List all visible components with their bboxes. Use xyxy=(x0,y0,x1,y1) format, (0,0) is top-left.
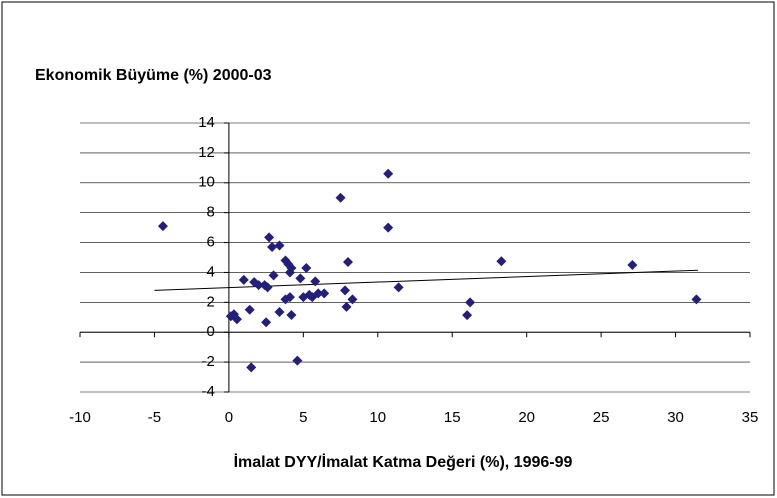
point xyxy=(335,192,346,203)
point xyxy=(267,242,278,253)
point xyxy=(313,288,324,299)
point xyxy=(274,307,285,318)
point xyxy=(319,288,330,299)
y-tick-label: 14 xyxy=(198,114,215,131)
point xyxy=(465,297,476,308)
x-tick-label: 30 xyxy=(667,409,684,426)
point xyxy=(310,276,321,287)
y-tick-label: -4 xyxy=(202,383,215,400)
x-tick-label: 35 xyxy=(742,409,759,426)
point xyxy=(343,256,353,267)
point xyxy=(262,282,273,293)
x-tick-label: 20 xyxy=(518,409,535,426)
y-tick-label: 2 xyxy=(207,293,215,310)
x-tick-label: 5 xyxy=(299,409,307,426)
trendline xyxy=(154,269,698,291)
point xyxy=(347,294,358,305)
y-tick-label: 0 xyxy=(207,323,215,340)
point xyxy=(295,273,306,284)
x-axis-label: İmalat DYY/İmalat Katma Değeri (%), 1996… xyxy=(234,453,573,471)
point xyxy=(462,310,473,321)
y-tick-label: 10 xyxy=(198,174,215,191)
point xyxy=(340,285,351,296)
y-tick-label: 12 xyxy=(198,144,215,161)
point xyxy=(264,232,275,243)
point xyxy=(301,262,312,273)
y-tick-label: 4 xyxy=(207,263,215,280)
x-tick-label: 15 xyxy=(444,409,461,426)
x-tick-label: -10 xyxy=(69,409,91,426)
point xyxy=(496,256,507,267)
point xyxy=(238,274,249,285)
point xyxy=(246,362,257,373)
point xyxy=(286,310,297,321)
point xyxy=(157,221,168,232)
x-tick-label: 25 xyxy=(593,409,610,426)
x-tick-label: -5 xyxy=(148,409,161,426)
point xyxy=(292,355,303,366)
point xyxy=(286,262,297,273)
y-tick-label: 8 xyxy=(207,204,215,221)
point xyxy=(261,317,272,328)
point xyxy=(249,277,260,288)
point xyxy=(268,270,279,281)
chart-title: Ekonomik Büyüme (%) 2000-03 xyxy=(35,67,272,84)
point xyxy=(393,282,404,293)
point xyxy=(691,294,702,305)
point xyxy=(383,168,394,179)
point xyxy=(274,240,285,251)
x-tick-label: 10 xyxy=(369,409,386,426)
point xyxy=(244,304,255,315)
point xyxy=(231,314,242,325)
point xyxy=(284,292,295,303)
point xyxy=(383,222,394,233)
x-tick-label: 0 xyxy=(225,409,233,426)
y-tick-label: -2 xyxy=(202,353,215,370)
y-tick-label: 6 xyxy=(207,234,215,251)
point xyxy=(627,259,638,270)
point xyxy=(253,280,264,291)
point xyxy=(341,301,352,312)
